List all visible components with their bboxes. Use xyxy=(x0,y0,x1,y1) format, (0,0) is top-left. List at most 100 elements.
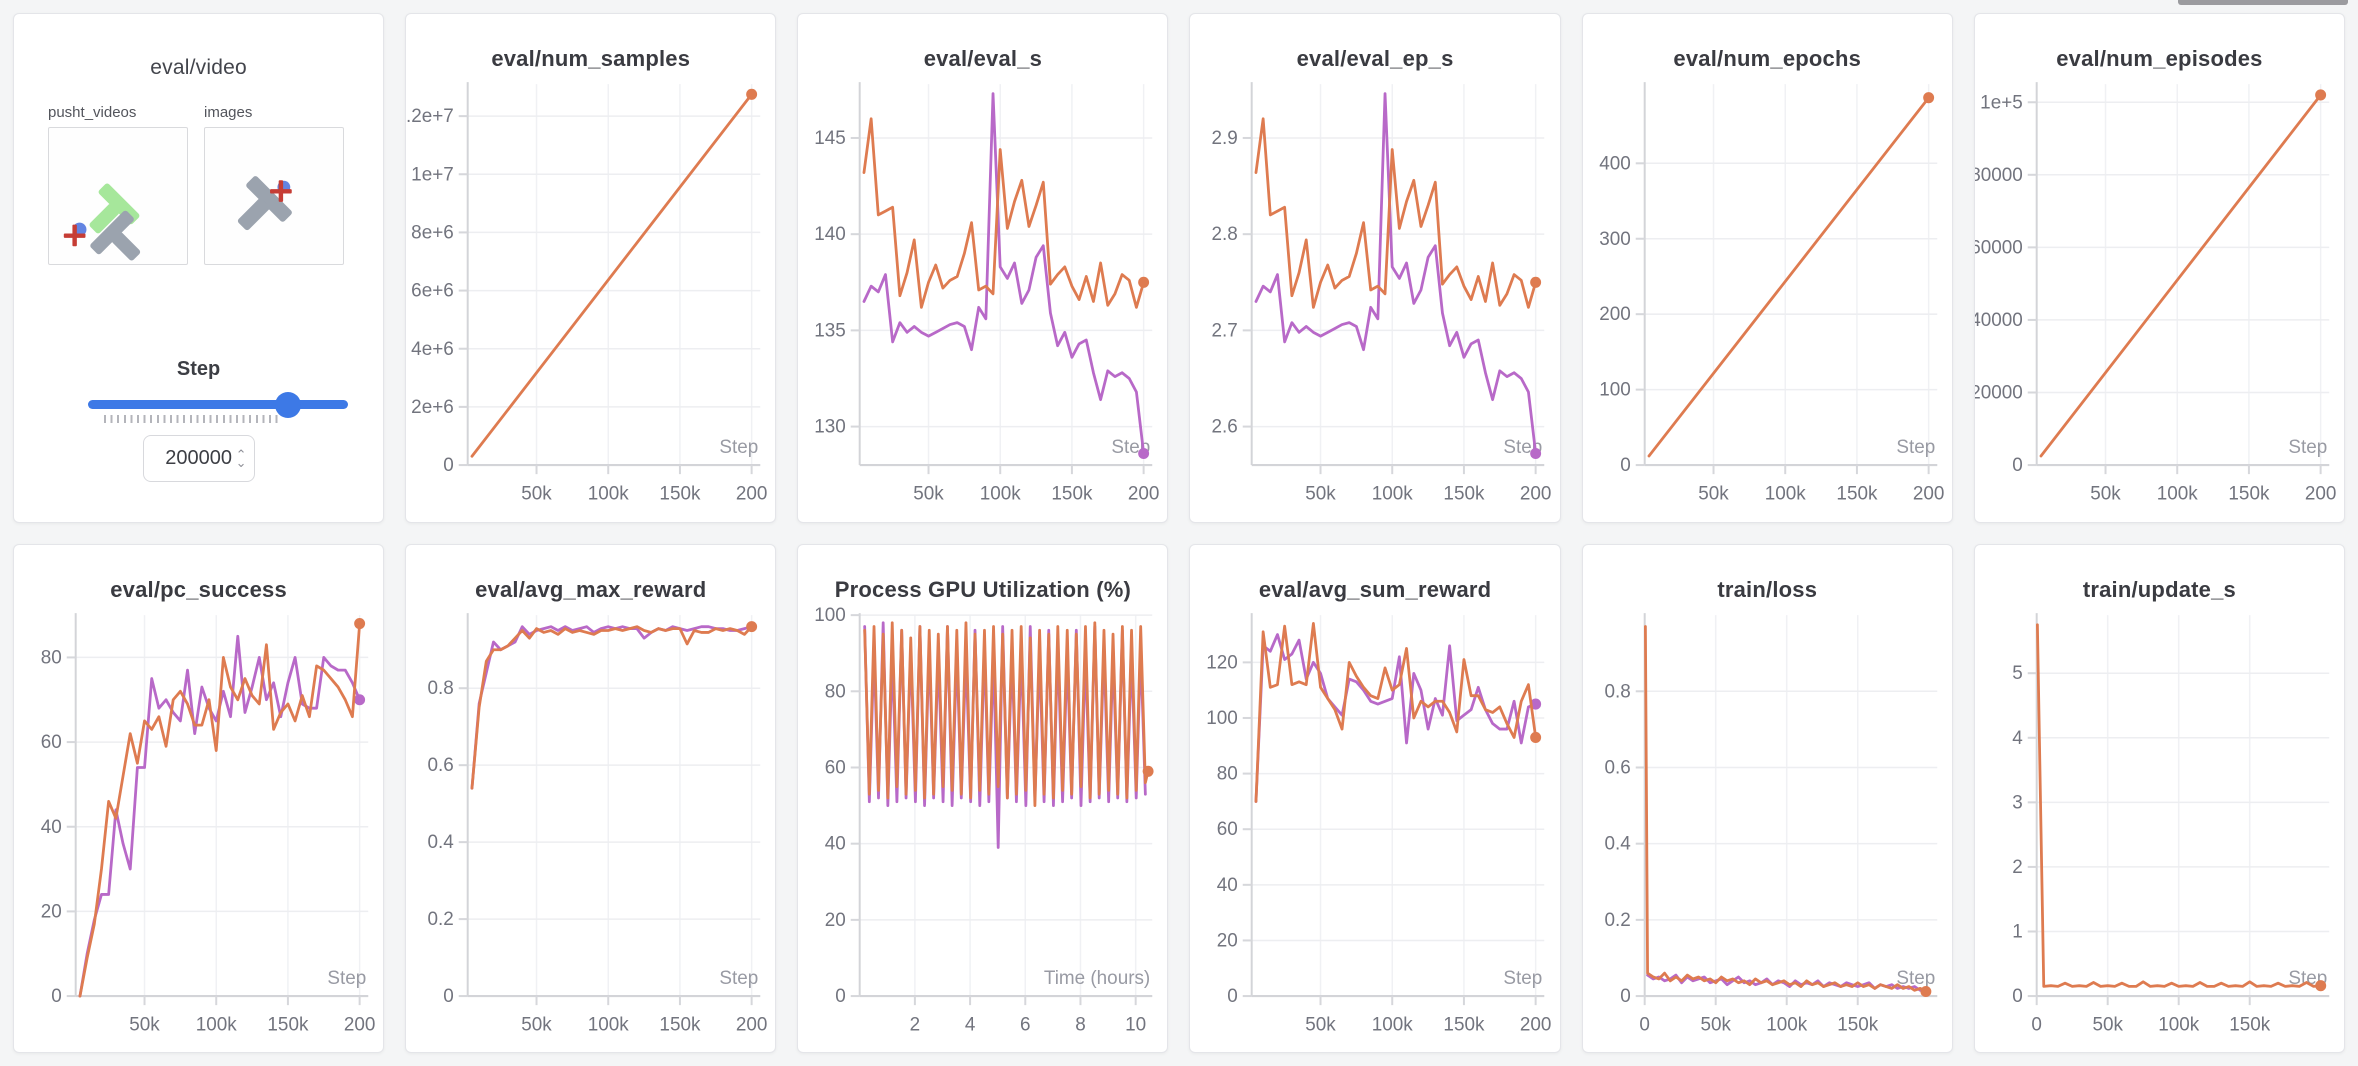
pusht-image-render xyxy=(237,176,292,231)
x-tick-label: 150k xyxy=(1444,1014,1485,1035)
step-value-input[interactable] xyxy=(157,446,240,471)
y-tick-label: 4e+6 xyxy=(411,339,454,360)
x-tick-label: 100k xyxy=(2157,483,2198,504)
x-tick-label: 0 xyxy=(2031,1014,2042,1035)
step-slider-label: Step xyxy=(176,358,221,380)
x-axis-label: Time (hours) xyxy=(1044,967,1150,988)
y-tick-label: 0.8 xyxy=(428,678,454,699)
series-endpoint-dot-orange-run xyxy=(1920,985,1932,997)
y-tick-label: 80 xyxy=(825,681,846,702)
x-tick-label: 50k xyxy=(129,1014,160,1035)
x-tick-label: 150k xyxy=(660,483,701,504)
x-tick-label: 150k xyxy=(1052,483,1093,504)
chart-panel-num_epochs[interactable]: eval/num_epochs 0 100 200 300 400 50k 100k 150k 2… xyxy=(1581,13,1953,523)
y-tick-label: 0 xyxy=(2012,455,2023,476)
stepper-up-icon[interactable]: ⌃ xyxy=(235,447,247,463)
media-panel-eval-video[interactable]: eval/video pusht_videos images xyxy=(13,13,385,523)
pusht-scene-render xyxy=(63,183,141,261)
x-axis-label: Step xyxy=(720,967,759,988)
chart-canvas-num_epochs: 0 100 200 300 400 50k 100k 150k 200 Step xyxy=(1599,82,1945,504)
y-tick-label: 1e+7 xyxy=(411,164,454,185)
y-tick-label: 20000 xyxy=(1975,382,2023,403)
slider-thumb[interactable] xyxy=(275,392,302,418)
video-thumbnail-pusht-videos[interactable] xyxy=(48,127,188,265)
y-tick-label: 0 xyxy=(836,986,847,1007)
y-tick-label: 300 xyxy=(1599,229,1631,250)
slider-track[interactable] xyxy=(88,400,348,409)
series-line-orange-run xyxy=(1647,96,1930,458)
chart-panel-avg_max_reward[interactable]: eval/avg_max_reward 0 0.2 0.4 0.6 0.8 50k 100k 1… xyxy=(405,543,777,1053)
x-axis-label: Step xyxy=(2288,437,2327,458)
x-tick-label: 100k xyxy=(1766,1014,1807,1035)
panel-title: eval/video xyxy=(150,56,247,79)
y-tick-label: 0.2 xyxy=(1604,909,1630,930)
y-tick-label: 20 xyxy=(41,901,62,922)
step-slider[interactable] xyxy=(88,392,348,423)
y-tick-label: 0 xyxy=(443,455,454,476)
scrollbar-fragment[interactable] xyxy=(2178,0,2348,5)
y-tick-label: 0.6 xyxy=(1604,757,1630,778)
y-tick-label: 135 xyxy=(815,320,847,341)
image-thumbnail-images[interactable] xyxy=(204,127,344,265)
x-tick-label: 100k xyxy=(1372,1014,1413,1035)
chart-canvas-avg_sum_reward: 0 20 40 60 80 100 120 50k 100k 150k 200 Step xyxy=(1207,612,1552,1035)
x-tick-label: 200 xyxy=(1128,483,1160,504)
y-tick-label: 400 xyxy=(1599,153,1631,174)
chart-panel-train_update_s[interactable]: train/update_s 0 1 2 3 4 5 0 50k 100k 150k Step xyxy=(1973,543,2345,1053)
chart-panel-avg_sum_reward[interactable]: eval/avg_sum_reward 0 20 40 60 80 100 120 50k 100… xyxy=(1189,543,1561,1053)
series-line-orange-run xyxy=(863,620,1150,807)
y-tick-label: 130 xyxy=(815,417,847,438)
series-endpoint-dot-purple-run xyxy=(1138,447,1150,460)
series-endpoint-dot-orange-run xyxy=(1922,92,1934,104)
chart-panel-train_loss[interactable]: train/loss 0 0.2 0.4 0.6 0.8 0 50k 100k 150k Step xyxy=(1581,543,1953,1053)
series-endpoint-dot-orange-run xyxy=(354,617,366,629)
chart-title: eval/pc_success xyxy=(110,576,287,602)
x-tick-label: 100k xyxy=(1764,483,1805,504)
chart-title: eval/eval_s xyxy=(923,46,1043,71)
y-tick-label: 145 xyxy=(815,128,847,149)
y-tick-label: 1e+5 xyxy=(1980,92,2023,113)
x-tick-label: 10 xyxy=(1125,1014,1146,1035)
y-tick-label: 0.4 xyxy=(428,832,455,853)
x-tick-label: 100k xyxy=(980,483,1021,504)
x-tick-label: 150k xyxy=(1836,483,1877,504)
x-tick-label: 150k xyxy=(2228,483,2269,504)
y-tick-label: 60 xyxy=(825,757,846,778)
series-endpoint-dot-orange-run xyxy=(1142,765,1154,777)
chart-canvas-num_samples: 0 2e+6 4e+6 6e+6 8e+6 1e+7 1.2e+7 50k 100k 150k 20… xyxy=(406,82,768,504)
y-tick-label: 0 xyxy=(443,986,454,1007)
y-tick-label: 2.8 xyxy=(1212,224,1238,245)
chart-panel-pc_success[interactable]: eval/pc_success 0 20 40 60 80 50k 100k 150k 200 St… xyxy=(13,543,385,1053)
chart-title: eval/num_samples xyxy=(491,46,691,71)
x-tick-label: 150k xyxy=(267,1014,308,1035)
chart-panel-eval_s[interactable]: eval/eval_s 130 135 140 145 50k 100k 150k 200 Ste… xyxy=(797,13,1169,523)
chart-panel-eval_ep_s[interactable]: eval/eval_ep_s 2.6 2.7 2.8 2.9 50k 100k 150k 200… xyxy=(1189,13,1561,523)
stepper-down-icon[interactable]: ⌄ xyxy=(235,454,247,470)
y-tick-label: 60 xyxy=(41,732,62,753)
x-tick-label: 200 xyxy=(1913,483,1945,504)
y-tick-label: 1.2e+7 xyxy=(406,106,454,127)
stepper-control[interactable]: ⌃ ⌄ xyxy=(235,447,247,470)
chart-canvas-pc_success: 0 20 40 60 80 50k 100k 150k 200 Step xyxy=(41,612,376,1035)
chart-panel-num_episodes[interactable]: eval/num_episodes 0 20000 40000 60000 80000 1e… xyxy=(1973,13,2345,523)
chart-panel-gpu_util[interactable]: Process GPU Utilization (%) 0 20 40 60 80 100 2… xyxy=(797,543,1169,1053)
series-line-purple-run xyxy=(1255,632,1538,803)
series-endpoint-dot-orange-run xyxy=(746,88,758,100)
x-tick-label: 150k xyxy=(660,1014,701,1035)
chart-title: eval/avg_max_reward xyxy=(475,576,707,602)
chart-panel-num_samples[interactable]: eval/num_samples 0 2e+6 4e+6 6e+6 8e+6 1e+7 1.2… xyxy=(405,13,777,523)
series-endpoint-dot-orange-run xyxy=(1530,276,1542,288)
y-tick-label: 5 xyxy=(2012,663,2023,684)
step-input[interactable]: ⌃ ⌄ xyxy=(142,435,255,482)
series-line-orange-run xyxy=(862,117,1146,309)
x-tick-label: 200 xyxy=(1520,1014,1552,1035)
series-line-orange-run xyxy=(78,621,362,997)
y-tick-label: 40 xyxy=(1217,874,1238,895)
y-tick-label: 2e+6 xyxy=(411,397,454,418)
x-tick-label: 0 xyxy=(1639,1014,1650,1035)
x-tick-label: 150k xyxy=(2229,1014,2270,1035)
chart-canvas-num_episodes: 0 20000 40000 60000 80000 1e+5 50k 100k 150k 200 S… xyxy=(1975,82,2336,504)
x-tick-label: 200 xyxy=(344,1014,376,1035)
